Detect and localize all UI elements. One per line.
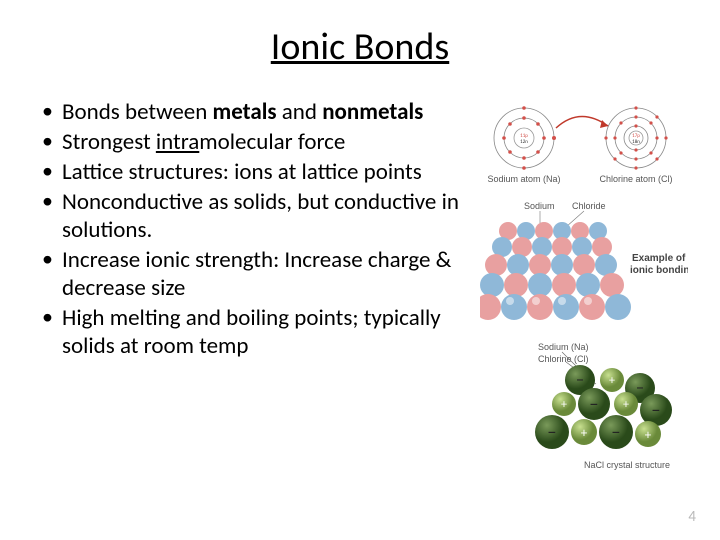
svg-text:+: + <box>645 428 652 443</box>
svg-text:−: − <box>548 421 557 443</box>
svg-text:Sodium atom (Na): Sodium atom (Na) <box>487 174 560 184</box>
svg-text:Sodium: Sodium <box>524 201 555 211</box>
svg-text:+: + <box>581 426 588 441</box>
bullet-4: Nonconductive as solids, but conductive … <box>40 188 472 244</box>
slide: Ionic Bonds Bonds between metals and non… <box>0 0 720 540</box>
svg-text:−: − <box>612 421 621 443</box>
bullet-list: Bonds between metals and nonmetals Stron… <box>32 98 472 485</box>
svg-text:Chlorine (Cl): Chlorine (Cl) <box>538 354 589 364</box>
svg-text:18n: 18n <box>632 139 640 145</box>
svg-text:Chlorine atom (Cl): Chlorine atom (Cl) <box>599 174 672 184</box>
bullet-2: Strongest intramolecular force <box>40 128 472 156</box>
svg-text:+: + <box>609 374 615 388</box>
page-number: 4 <box>688 508 696 526</box>
figures-column: 11p 12n <box>480 98 688 485</box>
svg-text:Chloride: Chloride <box>572 201 606 211</box>
svg-text:−: − <box>576 371 584 390</box>
figure-crystal: Sodium (Na) Chlorine (Cl) − + − <box>480 340 688 485</box>
svg-text:+: + <box>623 398 629 412</box>
svg-text:+: + <box>561 398 567 412</box>
svg-text:−: − <box>652 399 661 421</box>
bullet-3: Lattice structures: ions at lattice poin… <box>40 158 472 186</box>
svg-text:Example of: Example of <box>632 253 686 264</box>
figure-lattice: Sodium Chloride <box>480 199 688 334</box>
content-row: Bonds between metals and nonmetals Stron… <box>32 98 688 485</box>
svg-text:−: − <box>636 379 644 398</box>
figure-atoms: 11p 12n <box>480 98 688 193</box>
svg-text:NaCl crystal structure: NaCl crystal structure <box>584 460 670 470</box>
slide-title: Ionic Bonds <box>32 24 688 70</box>
svg-text:−: − <box>590 393 599 415</box>
svg-text:12n: 12n <box>520 139 528 145</box>
svg-text:Sodium (Na): Sodium (Na) <box>538 342 589 352</box>
lattice-spheres <box>480 222 631 320</box>
bullet-1: Bonds between metals and nonmetals <box>40 98 472 126</box>
svg-text:ionic bonding: ionic bonding <box>630 265 688 276</box>
bullet-5: Increase ionic strength: Increase charge… <box>40 246 472 302</box>
bullet-6: High melting and boiling points; typical… <box>40 304 472 360</box>
